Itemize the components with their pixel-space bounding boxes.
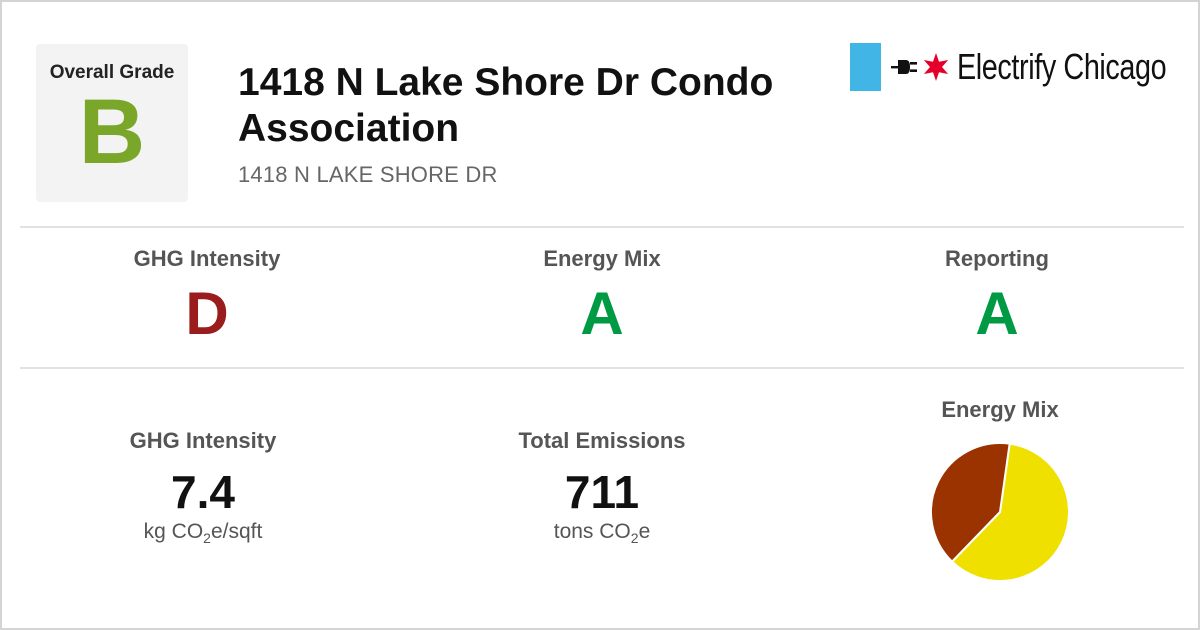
divider-top [20, 226, 1184, 228]
grade-letter: A [580, 280, 624, 347]
overall-grade-label: Overall Grade [49, 62, 175, 83]
chart-title: Energy Mix [941, 397, 1059, 422]
pie-slice-1 [930, 442, 1011, 564]
grade-energy-mix: Energy Mix A [452, 246, 752, 346]
grade-ghg-intensity: GHG Intensity D [57, 246, 357, 346]
divider-middle [20, 367, 1184, 369]
pie-slice-0 [950, 442, 1070, 582]
logo-blue-bar [850, 43, 881, 91]
stat-unit: tons CO2e [553, 520, 651, 547]
stat-label: GHG Intensity [129, 428, 277, 453]
stat-ghg-intensity: GHG Intensity 7.4 kg CO2e/sqft [53, 428, 353, 546]
grade-label: Reporting [945, 246, 1049, 271]
energy-mix-chart: Energy Mix [900, 397, 1100, 583]
logo-text: Electrify Chicago [957, 46, 1167, 87]
energy-mix-pie [930, 442, 1070, 582]
chicago-star-icon [923, 53, 949, 81]
plug-icon [891, 60, 917, 74]
overall-grade-box: Overall Grade B [36, 44, 188, 202]
grade-reporting: Reporting A [847, 246, 1147, 346]
building-title: 1418 N Lake Shore Dr Condo Association [238, 61, 774, 150]
grade-letter: A [975, 280, 1019, 347]
stat-unit: kg CO2e/sqft [143, 520, 263, 547]
building-address: 1418 N LAKE SHORE DR [238, 162, 498, 187]
stat-value: 7.4 [171, 466, 235, 518]
grade-letter: D [185, 280, 229, 347]
grade-label: Energy Mix [543, 246, 661, 271]
stat-label: Total Emissions [518, 428, 686, 453]
grade-label: GHG Intensity [133, 246, 281, 271]
electrify-chicago-logo: Electrify Chicago [850, 43, 1200, 91]
stat-value: 711 [564, 466, 640, 518]
overall-grade-letter: B [78, 81, 146, 183]
stat-total-emissions: Total Emissions 711 tons CO2e [452, 428, 752, 546]
